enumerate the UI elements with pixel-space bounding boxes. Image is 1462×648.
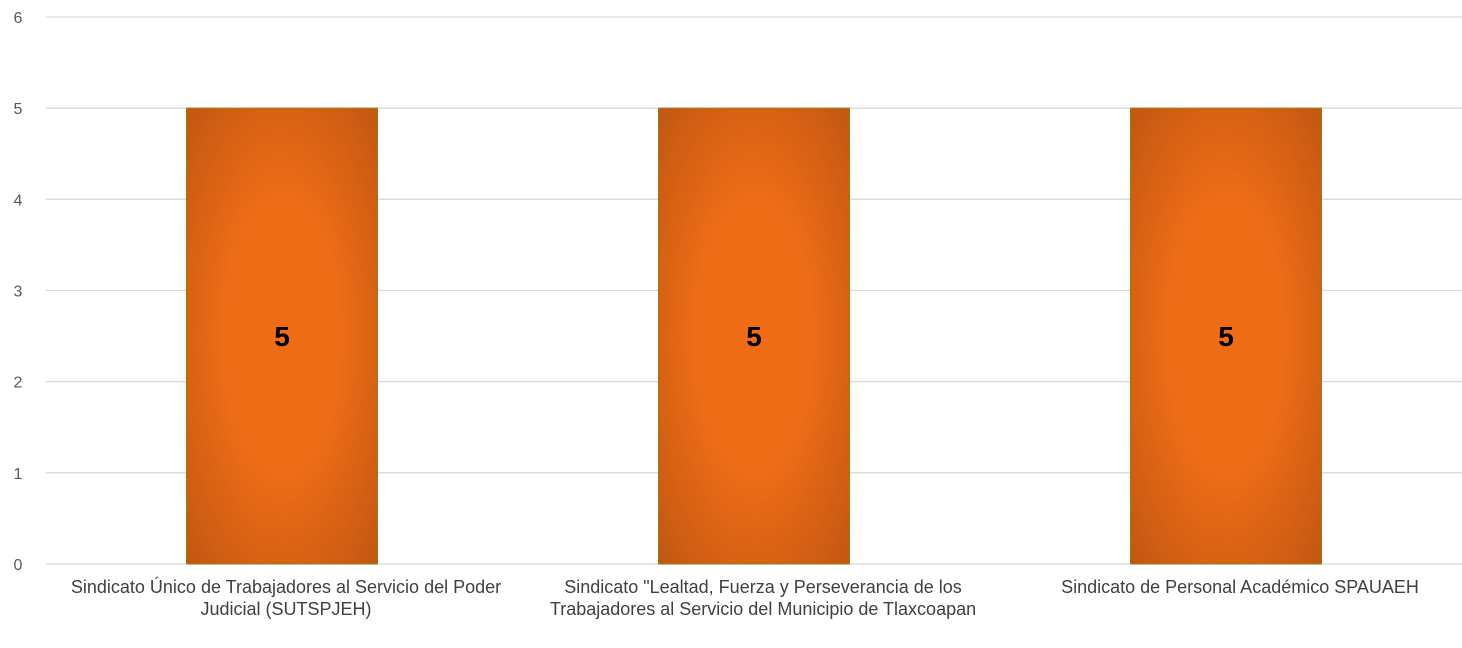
bar xyxy=(1130,107,1322,565)
y-tick-label: 3 xyxy=(14,284,23,301)
y-tick-label: 4 xyxy=(14,192,23,209)
category-label: Sindicato "Lealtad, Fuerza y Perseveranc… xyxy=(549,577,977,619)
category-label: Sindicato Único de Trabajadores al Servi… xyxy=(70,577,502,619)
y-tick-label: 1 xyxy=(14,466,23,483)
bar xyxy=(186,107,378,565)
category-label: Sindicato de Personal Académico SPAUAEH xyxy=(1061,577,1419,597)
bars xyxy=(186,107,1322,565)
y-tick-label: 2 xyxy=(14,375,23,392)
bar xyxy=(658,107,850,565)
data-label: 5 xyxy=(746,321,762,352)
y-axis-ticks: 0 1 2 3 4 5 6 xyxy=(14,10,23,574)
y-tick-label: 0 xyxy=(14,557,23,574)
data-labels: 5 5 5 xyxy=(274,321,1234,352)
y-tick-label: 6 xyxy=(14,10,23,27)
y-tick-label: 5 xyxy=(14,101,23,118)
data-label: 5 xyxy=(274,321,290,352)
data-label: 5 xyxy=(1218,321,1234,352)
